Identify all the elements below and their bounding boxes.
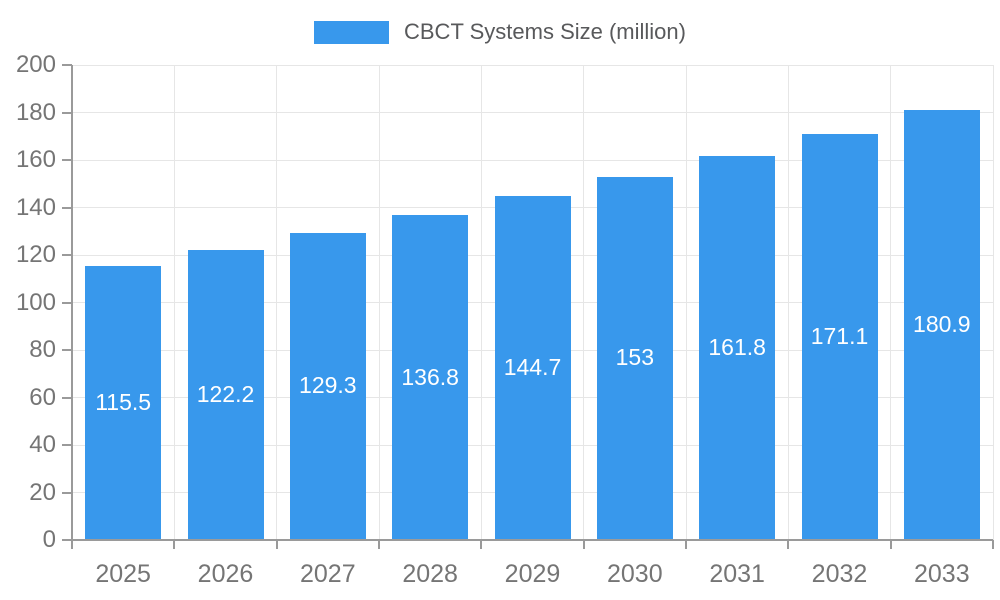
x-tick-label: 2029: [504, 560, 561, 588]
bar: 136.8: [392, 215, 469, 539]
legend: CBCT Systems Size (million): [0, 14, 1000, 50]
y-axis-tick: [62, 444, 72, 446]
y-gridline: [72, 112, 993, 113]
x-axis-tick: [685, 540, 687, 549]
y-tick-label: 160: [15, 146, 56, 173]
bar-value-label: 122.2: [196, 380, 255, 407]
y-axis-tick: [62, 159, 72, 161]
legend-label: CBCT Systems Size (million): [404, 19, 686, 44]
legend-swatch: [314, 20, 389, 44]
bar: 180.9: [903, 110, 980, 539]
x-tick-label: 2030: [607, 560, 663, 588]
x-axis-tick: [889, 540, 892, 549]
y-tick-label: 140: [15, 193, 56, 221]
x-gridline: [583, 65, 585, 540]
bar-value-label: 171.1: [810, 322, 869, 349]
x-axis-tick: [787, 540, 790, 549]
x-axis-line: [71, 539, 993, 541]
y-gridline: [72, 64, 993, 66]
x-axis-tick: [480, 540, 483, 549]
bar-value-label: 136.8: [401, 363, 459, 390]
x-gridline: [685, 65, 687, 540]
bar-value-label: 161.8: [708, 333, 766, 360]
x-tick-label: 2025: [95, 560, 151, 588]
y-axis-tick: [62, 539, 72, 541]
y-axis-tick: [62, 206, 72, 209]
y-tick-label: 200: [15, 51, 56, 78]
bar: 161.8: [699, 155, 776, 539]
x-axis-tick: [173, 540, 176, 549]
x-gridline: [378, 65, 380, 540]
y-axis-tick: [62, 254, 72, 256]
x-tick-label: 2032: [811, 560, 868, 588]
y-axis-tick: [62, 111, 72, 114]
x-gridline: [276, 65, 278, 540]
y-axis-tick: [62, 301, 72, 304]
y-gridline: [72, 159, 993, 161]
x-tick-label: 2026: [197, 560, 254, 588]
bar: 115.5: [85, 265, 162, 539]
y-tick-label: 60: [29, 383, 56, 411]
x-gridline: [787, 65, 789, 540]
x-tick-label: 2028: [402, 560, 458, 588]
bar-value-label: 115.5: [95, 388, 152, 415]
y-axis-tick: [62, 64, 72, 66]
x-gridline: [992, 65, 994, 540]
y-tick-label: 120: [15, 241, 56, 268]
bar-value-label: 180.9: [913, 311, 971, 338]
bar: 153: [596, 176, 673, 539]
x-axis-tick: [71, 540, 73, 549]
y-tick-label: 20: [29, 478, 56, 506]
y-tick-label: 180: [15, 98, 56, 126]
y-axis-line: [71, 65, 73, 540]
bar: 144.7: [494, 196, 571, 539]
x-gridline: [890, 65, 892, 540]
bar: 129.3: [289, 232, 366, 539]
bar: 122.2: [187, 249, 264, 539]
y-tick-label: 80: [29, 336, 56, 363]
x-axis-tick: [992, 540, 994, 549]
bar-value-label: 129.3: [299, 372, 357, 399]
bar-value-label: 153: [615, 344, 655, 371]
y-axis-tick: [62, 491, 72, 494]
y-axis-tick: [62, 349, 72, 351]
x-tick-label: 2033: [914, 560, 970, 588]
x-tick-label: 2031: [709, 560, 765, 588]
x-gridline: [173, 65, 175, 540]
y-tick-label: 40: [29, 431, 56, 458]
x-axis-tick: [275, 540, 278, 549]
x-axis-tick: [378, 540, 380, 549]
y-axis-tick: [62, 396, 72, 399]
x-gridline: [480, 65, 482, 540]
bar-value-label: 144.7: [503, 354, 562, 381]
y-tick-label: 100: [15, 288, 56, 316]
x-tick-label: 2027: [300, 560, 356, 588]
x-axis-tick: [582, 540, 585, 549]
y-tick-label: 0: [42, 526, 56, 553]
bar: 171.1: [801, 133, 878, 539]
